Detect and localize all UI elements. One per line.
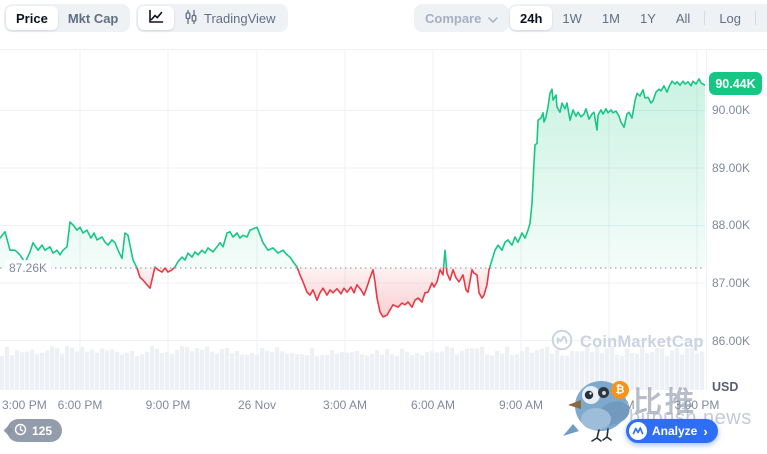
analyze-logo-icon <box>629 422 647 440</box>
x-axis-label: 26 Nov <box>237 398 277 412</box>
y-axis-divider <box>706 49 707 390</box>
chevron-down-icon <box>488 11 499 26</box>
bitpush-bird-logo <box>561 374 641 449</box>
time-range-toggle: 24h 1W 1M 1Y All Log <box>508 4 767 32</box>
range-1m[interactable]: 1M <box>592 6 630 30</box>
analyze-label: Analyze <box>652 424 698 438</box>
range-24h[interactable]: 24h <box>510 6 553 30</box>
chart-settings-button[interactable] <box>760 6 767 30</box>
bitpush-cn-watermark: 比推 <box>633 387 698 419</box>
history-count-badge[interactable]: 125 <box>7 419 63 442</box>
history-count: 125 <box>32 423 53 438</box>
chevron-right-icon: › <box>703 423 708 439</box>
tradingview-button[interactable]: TradingView <box>174 6 286 30</box>
y-axis-label: 88.00K <box>712 218 751 232</box>
coinmarketcap-watermark: CoinMarketCap <box>551 329 704 356</box>
chart-type-toggle: TradingView <box>136 4 288 32</box>
x-axis-label: 3:00 AM <box>322 398 368 412</box>
range-1w[interactable]: 1W <box>552 6 592 30</box>
mktcap-tab[interactable]: Mkt Cap <box>58 6 129 30</box>
line-chart-icon <box>148 9 164 27</box>
clock-history-icon <box>14 423 27 439</box>
price-tab[interactable]: Price <box>6 6 58 30</box>
x-axis-label: 9:00 PM <box>145 398 191 412</box>
log-scale-button[interactable]: Log <box>709 6 751 30</box>
price-chart-canvas[interactable] <box>0 0 705 390</box>
toolbar-vertical-divider <box>704 11 706 25</box>
y-axis-unit-label: USD <box>712 380 739 394</box>
last-price-badge: 90.44K <box>709 72 762 95</box>
analyze-button[interactable]: Analyze › <box>626 419 718 443</box>
toolbar-vertical-divider <box>755 11 757 25</box>
range-1y[interactable]: 1Y <box>630 6 666 30</box>
x-axis-label: 6:00 PM <box>57 398 103 412</box>
compare-label: Compare <box>425 10 482 26</box>
x-axis-label: 9:00 AM <box>498 398 544 412</box>
camera-dot-icon <box>598 387 609 398</box>
coinmarketcap-logo-icon <box>551 329 573 356</box>
candlestick-icon <box>184 9 198 28</box>
tradingview-label: TradingView <box>204 10 276 26</box>
price-mktcap-toggle: Price Mkt Cap <box>4 4 131 32</box>
y-axis-label: 86.00K <box>712 334 751 348</box>
line-chart-button[interactable] <box>138 6 174 30</box>
y-axis-label: 89.00K <box>712 161 751 175</box>
range-all[interactable]: All <box>666 6 700 30</box>
y-axis-label: 90.00K <box>712 103 751 117</box>
y-axis-label: 87.00K <box>712 276 751 290</box>
chart-toolbar: Price Mkt Cap TradingView Compare 2 <box>0 0 767 36</box>
toolbar-divider <box>0 49 767 50</box>
x-axis-label: 3:00 PM <box>2 398 47 412</box>
bitcoin-icon: ₿ <box>611 381 629 399</box>
baseline-price-label: 87.26K <box>5 260 52 276</box>
x-axis-label: 6:00 AM <box>410 398 456 412</box>
compare-dropdown[interactable]: Compare <box>414 4 510 32</box>
x-axis-label: 3:00 PM <box>674 398 720 412</box>
